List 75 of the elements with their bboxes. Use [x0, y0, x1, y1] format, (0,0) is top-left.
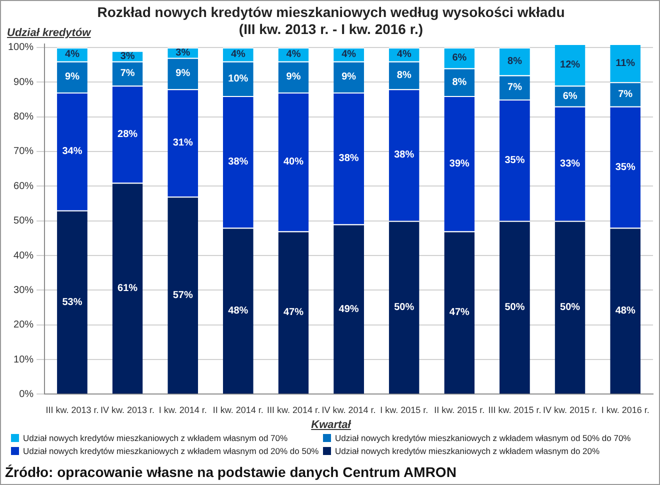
y-tick-label: 50% [14, 216, 34, 227]
data-label: 48% [615, 305, 636, 316]
data-label: 9% [176, 68, 190, 80]
data-label: 28% [118, 128, 138, 140]
y-tick-label: 70% [14, 146, 34, 158]
data-label: 12% [560, 60, 580, 71]
data-label: 35% [615, 162, 636, 173]
x-axis-title: Kwartał [310, 419, 352, 431]
chart-title: Rozkład nowych kredytów mieszkaniowych według wysokości wkładu [96, 4, 566, 21]
data-label: 31% [172, 138, 193, 149]
data-label: 11% [616, 58, 636, 69]
data-label: 3% [176, 47, 190, 58]
x-tick-label: III kw. 2013 r. [46, 405, 99, 416]
y-tick-label: 0% [19, 388, 34, 400]
y-tick-label: 80% [14, 112, 34, 123]
x-tick-label: IV kw. 2015 r. [543, 405, 598, 416]
data-label: 4% [396, 49, 412, 60]
text: Źródło: opracowanie własne na podstawie danych Centrum AMRON [5, 464, 456, 480]
y-tick-label: 10% [14, 354, 34, 366]
data-label: 38% [228, 156, 248, 168]
data-label: 10% [228, 73, 248, 84]
data-label: 50% [394, 302, 414, 314]
y-tick-label: 60% [14, 180, 34, 192]
y-tick-label: 40% [14, 250, 34, 262]
x-tick-label: IV kw. 2013 r. [100, 405, 155, 416]
data-label: 9% [342, 72, 356, 83]
data-label: 33% [560, 158, 580, 170]
data-label: 4% [65, 49, 80, 60]
data-label: 7% [618, 89, 633, 100]
x-tick-label: II kw. 2014 r. [212, 405, 264, 416]
y-axis-title: Udział kredytów [7, 27, 91, 39]
data-label: 34% [62, 146, 82, 158]
data-label: 50% [504, 302, 525, 314]
data-label: 4% [230, 49, 246, 60]
data-label: 47% [449, 307, 470, 318]
data-label: 4% [342, 49, 356, 60]
data-label: 47% [283, 307, 304, 318]
legend-label: Udział nowych kredytów mieszkaniowych z wkładem własnym od 20% do 50% [22, 446, 320, 456]
data-label: 38% [338, 153, 359, 164]
data-label: 6% [452, 52, 467, 64]
legend-label: Udział nowych kredytów mieszkaniowych z wkładem własnym do 20% [334, 446, 601, 456]
data-label: 9% [65, 72, 80, 83]
y-tick-label: 100% [8, 42, 34, 54]
data-label: 40% [283, 156, 304, 168]
x-tick-label: II kw. 2015 r. [434, 405, 485, 416]
data-label: 4% [286, 49, 301, 60]
data-label: 8% [507, 56, 522, 68]
data-label: 49% [338, 304, 359, 315]
data-label: 3% [120, 50, 135, 62]
x-tick-label: I kw. 2015 r. [380, 405, 428, 416]
data-label: 39% [449, 158, 470, 170]
y-tick-label: 20% [14, 320, 34, 331]
data-label: 6% [562, 90, 578, 102]
data-label: 35% [504, 154, 525, 166]
data-label: 61% [118, 282, 138, 294]
y-tick-label: 90% [14, 76, 34, 88]
data-label: 9% [286, 72, 301, 83]
data-label: 48% [228, 305, 248, 316]
data-label: 8% [452, 76, 467, 88]
data-label: 7% [507, 82, 522, 94]
x-tick-label: I kw. 2014 r. [158, 405, 207, 416]
x-tick-label: III kw. 2014 r. [266, 405, 320, 416]
y-tick-label: 30% [14, 284, 34, 296]
chart-subtitle: (III kw. 2013 r. - I kw. 2016 r.) [238, 21, 424, 37]
data-label: 57% [172, 290, 193, 301]
legend-label: Udział nowych kredytów mieszkaniowych z wkładem własnym od 50% do 70% [334, 433, 632, 443]
data-label: 38% [394, 150, 414, 161]
x-tick-label: I kw. 2016 r. [601, 405, 650, 416]
data-label: 53% [62, 296, 82, 308]
legend-label: Udział nowych kredytów mieszkaniowych z wkładem własnym od 70% [22, 433, 289, 443]
x-tick-label: IV kw. 2014 r. [322, 405, 376, 416]
data-label: 7% [120, 68, 135, 80]
data-label: 50% [560, 302, 580, 314]
data-label: 8% [396, 70, 412, 81]
x-tick-label: III kw. 2015 r. [488, 405, 542, 416]
